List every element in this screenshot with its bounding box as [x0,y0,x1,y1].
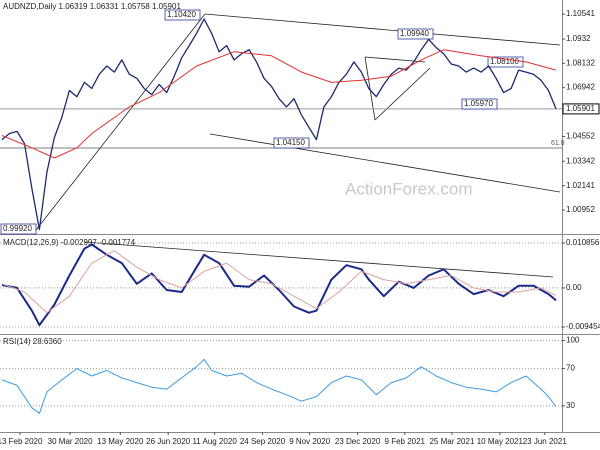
x-tick-label: 24 Sep 2020 [240,437,286,446]
x-tick-label: 25 Mar 2021 [429,437,474,446]
y-tick-label: 0.00 [566,283,582,292]
annotation: 1.05970 [464,99,493,108]
x-tick-label: 23 Jun 2021 [523,437,568,446]
panel-title: RSI(14) 28.6360 [3,337,62,346]
annotation: 1.04150 [276,138,305,147]
last-price-label: 1.05901 [566,104,595,113]
x-tick-label: 30 Mar 2020 [48,437,93,446]
y-tick-label: 100 [566,336,580,345]
trend-lines [0,13,562,278]
x-tick-label: 11 Aug 2020 [192,437,237,446]
x-tick-label: 10 May 2021 [477,437,524,446]
series-line [1,49,557,159]
x-tick-label: 9 Feb 2021 [385,437,426,446]
series-line [1,243,557,327]
y-tick-label: 70 [566,364,575,373]
series-line [1,250,557,314]
annotation-box [0,223,37,235]
panel-title: AUDNZD,Daily 1.06319 1.06331 1.05758 1.0… [3,2,181,11]
y-tick-label: 1.00952 [566,205,595,214]
y-tick-label: 1.02141 [566,181,595,190]
y-tick-label: 1.03342 [566,156,595,165]
annotation-box [397,28,434,40]
annotation: 1.09940 [400,29,429,38]
y-tick-label: -0.009454 [566,322,600,331]
annotation-box [164,9,201,21]
annotation-box [487,56,524,68]
series-line [1,358,557,414]
x-tick-label: 9 Nov 2020 [289,437,330,446]
y-tick-label: 0.010856 [566,238,600,247]
annotation-box [461,98,498,110]
annotation-box [273,137,310,149]
annotation: 1.08100 [490,57,519,66]
x-tick-label: 13 May 2020 [97,437,144,446]
y-tick-label: 1.04552 [566,132,595,141]
last-price-box [562,103,600,115]
y-tick-label: 1.06942 [566,83,595,92]
x-tick-label: 13 Feb 2020 [0,437,43,446]
y-tick-label: 1.0932 [566,34,591,43]
annotation: 61.8 [551,140,565,147]
y-tick-label: 1.10541 [566,9,595,18]
annotation: 0.99920 [3,224,32,233]
y-tick-label: 30 [566,401,575,410]
annotation: 1.10420 [167,10,196,19]
watermark: ActionForex.com [345,179,473,198]
x-tick-label: 26 Jun 2020 [146,437,191,446]
series-line [1,18,557,231]
y-tick-label: 1.08132 [566,58,595,67]
x-tick-label: 23 Dec 2020 [335,437,381,446]
